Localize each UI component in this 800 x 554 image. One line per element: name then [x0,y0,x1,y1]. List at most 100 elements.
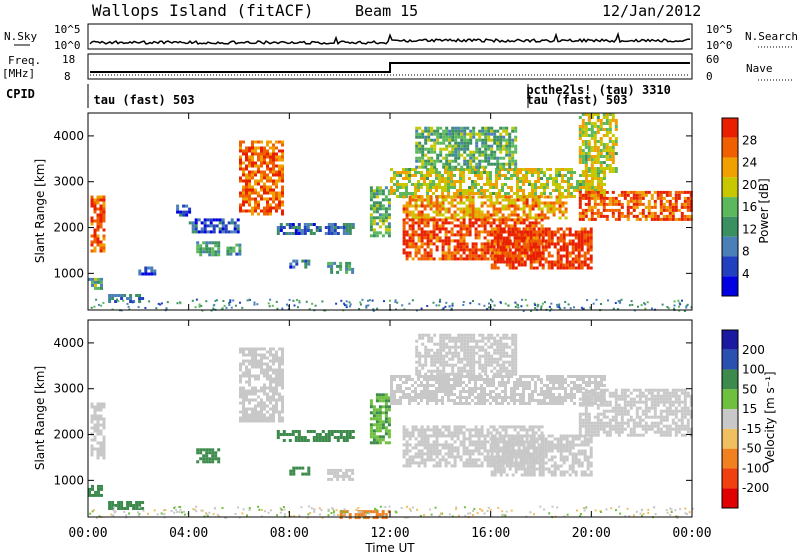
heatmap-cell [547,263,551,267]
heatmap-cell [254,206,257,210]
heatmap-cell [608,131,612,134]
heatmap-cell [441,227,445,231]
heatmap-cell [339,226,343,229]
heatmap-cell [490,239,494,243]
heatmap-cell [584,113,588,116]
heatmap-cell [540,177,543,180]
heatmap-cell [596,190,600,194]
heatmap-cell [531,201,535,205]
heatmap-cell [486,171,489,174]
heatmap-cell [463,138,467,142]
heatmap-cell [421,144,425,148]
heatmap-cell [471,458,475,462]
heatmap-cell [242,191,245,195]
heatmap-cell [508,254,512,258]
heatmap-cell [495,402,498,405]
heatmap-cell [420,218,424,222]
heatmap-cell [474,446,478,450]
heatmap-cell [429,248,433,252]
heatmap-cell [578,131,582,134]
heatmap-cell [546,201,550,205]
heatmap-cell [396,180,399,183]
colorbar-segment [722,216,738,237]
heatmap-cell [423,461,427,465]
heatmap-cell [90,426,94,430]
heatmap-cell [486,428,490,432]
heatmap-cell [546,402,549,405]
heatmap-cell [248,362,251,366]
heatmap-cell [141,297,145,300]
heatmap-cell [447,239,451,243]
heatmap-cell [544,242,548,246]
heatmap-cell [97,487,100,491]
heatmap-cell [477,399,480,402]
heatmap-cell [245,209,248,213]
heatmap-cell [91,487,94,491]
heatmap-cell [559,257,563,261]
heatmap-cell [584,161,588,164]
heatmap-cell [599,211,603,215]
heatmap-cell [333,474,337,478]
heatmap-cell [528,399,531,402]
heatmap-cell [99,450,103,454]
heatmap-cell [490,162,494,166]
heatmap-cell [254,173,257,177]
heatmap-cell [590,137,594,140]
heatmap-cell [196,250,200,254]
heatmap-cell [333,223,337,226]
heatmap-cell [565,257,569,261]
heatmap-cell [214,457,218,461]
heatmap-cell [418,150,422,154]
heatmap-cell [489,174,492,177]
heatmap-cell [450,227,454,231]
heatmap-cell [251,413,254,417]
heatmap-cell [570,174,573,177]
heatmap-cell [483,230,487,234]
heatmap-cell [369,195,373,199]
heatmap-cell [411,455,415,459]
heatmap-cell [520,245,524,249]
heatmap-cell [508,266,512,270]
heatmap-cell [564,381,567,384]
heatmap-cell [399,375,402,378]
heatmap-cell [513,174,516,177]
heatmap-cell [423,396,426,399]
heatmap-cell [278,164,281,168]
heatmap-cell [498,210,502,214]
heatmap-cell [324,439,328,442]
heatmap-cell [543,186,546,189]
heatmap-cell [456,233,460,237]
heatmap-cell [90,219,94,223]
heatmap-cell [327,436,331,439]
heatmap-cell [459,375,462,378]
heatmap-cell [447,396,450,399]
heatmap-cell [528,207,532,211]
heatmap-cell [307,259,311,263]
heatmap-cell [206,218,210,222]
heatmap-cell [426,245,430,249]
heatmap-cell [525,171,528,174]
heatmap-cell [582,186,585,189]
heatmap-cell [483,402,486,405]
heatmap-cell [589,257,593,261]
heatmap-cell [522,387,525,390]
heatmap-cell [429,257,433,261]
heatmap-cell [590,158,594,161]
heatmap-cell [408,242,412,246]
heatmap-cell [215,224,219,228]
heatmap-cell [556,242,560,246]
heatmap-cell [492,399,495,402]
heatmap-cell [432,221,436,225]
heatmap-cell [496,159,500,163]
heatmap-cell [585,402,588,405]
heatmap-cell [333,226,337,229]
heatmap-cell [550,236,554,240]
heatmap-cell [197,230,201,234]
heatmap-cell [321,430,325,433]
heatmap-cell [99,240,103,244]
heatmap-cell [102,237,106,241]
heatmap-cell [444,227,448,231]
heatmap-cell [275,152,278,156]
heatmap-cell [405,254,409,258]
